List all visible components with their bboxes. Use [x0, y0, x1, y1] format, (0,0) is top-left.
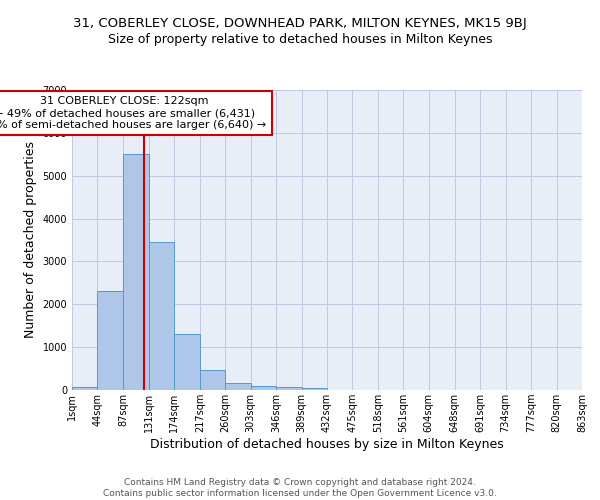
Bar: [225, 383, 251, 390]
Bar: [97, 292, 123, 390]
Bar: [276, 386, 302, 390]
Bar: [251, 386, 276, 390]
Bar: [72, 386, 97, 390]
Text: 31, COBERLEY CLOSE, DOWNHEAD PARK, MILTON KEYNES, MK15 9BJ: 31, COBERLEY CLOSE, DOWNHEAD PARK, MILTO…: [73, 18, 527, 30]
X-axis label: Distribution of detached houses by size in Milton Keynes: Distribution of detached houses by size …: [150, 438, 504, 451]
Y-axis label: Number of detached properties: Number of detached properties: [24, 142, 37, 338]
Bar: [200, 370, 225, 390]
Bar: [302, 388, 327, 390]
Text: 31 COBERLEY CLOSE: 122sqm
← 49% of detached houses are smaller (6,431)
50% of se: 31 COBERLEY CLOSE: 122sqm ← 49% of detac…: [0, 96, 266, 130]
Text: Contains HM Land Registry data © Crown copyright and database right 2024.
Contai: Contains HM Land Registry data © Crown c…: [103, 478, 497, 498]
Bar: [149, 242, 175, 390]
Bar: [175, 334, 200, 390]
Bar: [123, 154, 149, 390]
Text: Size of property relative to detached houses in Milton Keynes: Size of property relative to detached ho…: [108, 32, 492, 46]
